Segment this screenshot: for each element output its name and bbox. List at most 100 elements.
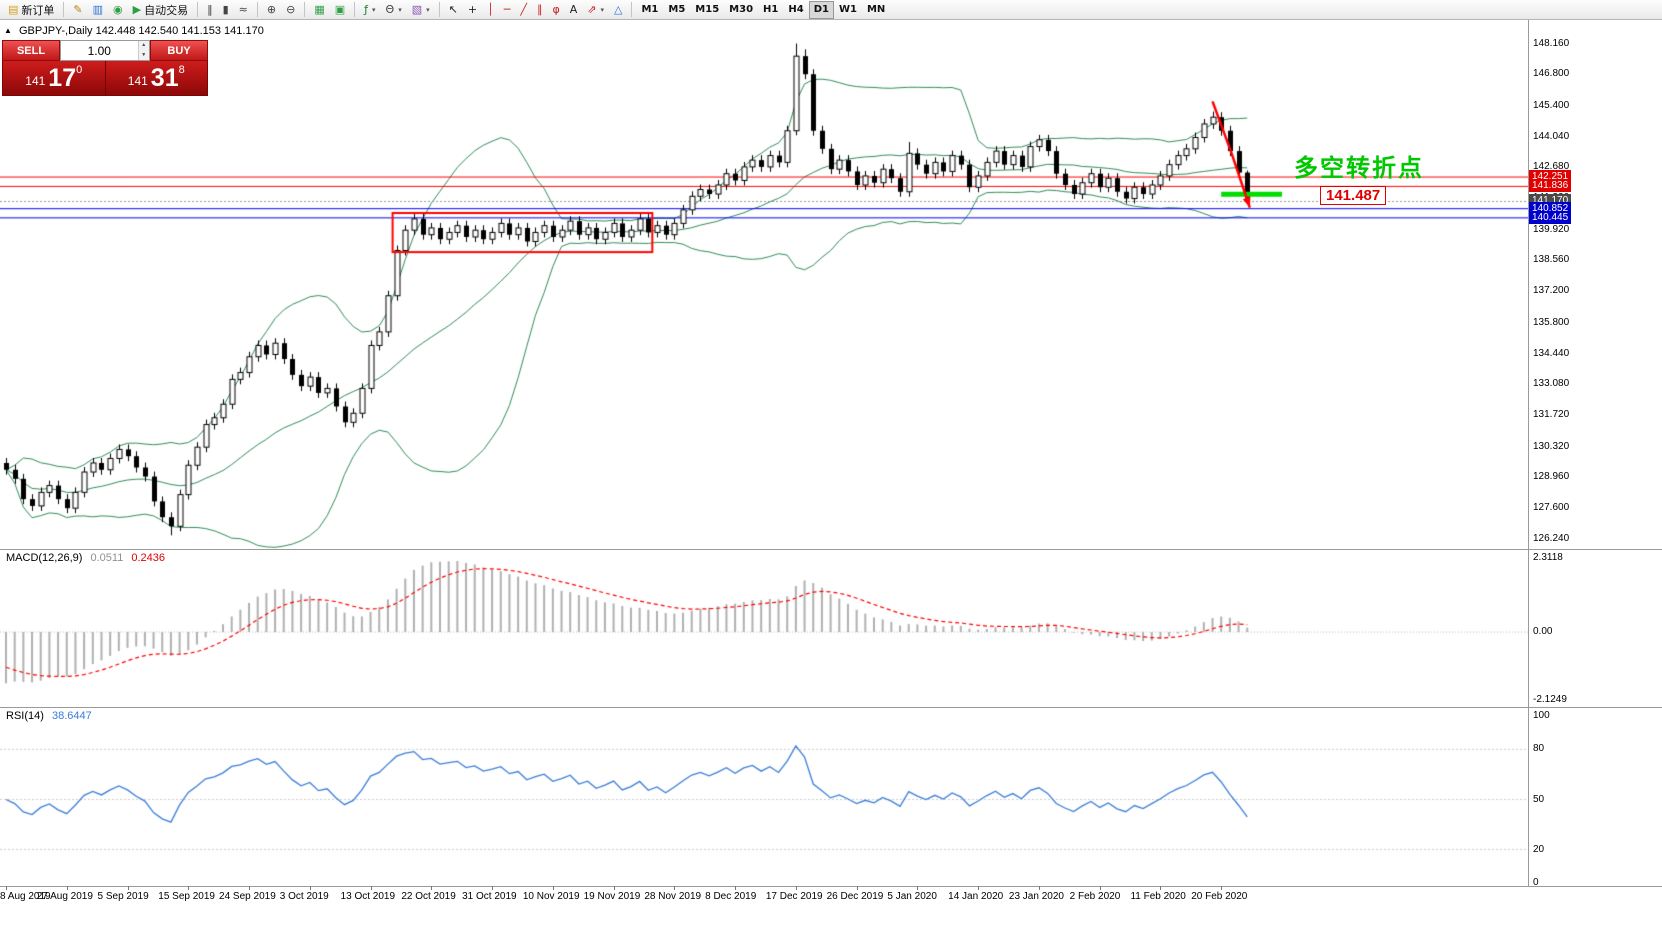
cursor-icon: ↖	[448, 3, 458, 16]
turning-point-annotation[interactable]: 多空转折点	[1294, 155, 1424, 182]
timeframe-d1-button[interactable]: D1	[808, 0, 834, 19]
buy-button[interactable]: BUY	[150, 40, 208, 61]
date-label: 14 Jan 2020	[948, 891, 1004, 902]
channel-button[interactable]: ∥	[532, 1, 548, 19]
arrange-windows-button[interactable]: ▣	[330, 1, 350, 19]
price-axis-border	[1528, 20, 1529, 886]
toolbar-separator	[197, 2, 199, 17]
templates-button[interactable]: ▧ ▾	[407, 1, 435, 19]
bar-chart-button[interactable]: ‖	[202, 1, 218, 19]
buy-price[interactable]: 141 31 8	[106, 61, 208, 95]
shapes-button[interactable]: △	[609, 1, 627, 19]
macd-axis-label: 2.3118	[1533, 551, 1563, 563]
timeframe-h4-button-label: H4	[788, 4, 804, 15]
line-chart-icon: ≈	[238, 3, 248, 16]
time-axis-tick	[674, 886, 675, 890]
date-label: 17 Dec 2019	[765, 891, 823, 902]
date-label: 3 Oct 2019	[279, 891, 329, 902]
cursor-button[interactable]: ↖	[444, 1, 463, 19]
line-chart-button[interactable]: ≈	[234, 1, 253, 19]
timeframe-m30-button-label: M30	[729, 4, 754, 15]
collapse-arrow-icon[interactable]: ▲	[4, 26, 12, 35]
crosshair-button[interactable]: +	[463, 1, 482, 19]
toolbar-separator	[304, 2, 306, 17]
time-axis-tick	[978, 886, 979, 890]
time-axis-tick	[249, 886, 250, 890]
time-axis-tick	[857, 886, 858, 890]
indicators-button[interactable]: ƒ ▾	[359, 1, 380, 19]
new-order-button[interactable]: ▤ 新订单	[3, 1, 59, 19]
price-axis-label: 128.960	[1533, 471, 1570, 483]
date-label: 31 Oct 2019	[462, 891, 517, 902]
fibonacci-button[interactable]: φ	[547, 1, 564, 19]
price-axis-label: 148.160	[1533, 37, 1570, 49]
rsi-axis-label: 50	[1533, 793, 1545, 805]
shapes-icon: △	[613, 3, 623, 16]
periods-button[interactable]: Θ ▾	[381, 1, 407, 19]
text-button[interactable]: A	[565, 1, 583, 19]
main-chart-canvas[interactable]	[0, 20, 1528, 550]
price-axis-label: 146.800	[1533, 68, 1570, 80]
timeframe-mn-button[interactable]: MN	[862, 1, 890, 19]
price-axis[interactable]: 148.160146.800145.400144.040142.680141.3…	[1528, 20, 1662, 888]
data-window-button[interactable]: ◉	[108, 1, 128, 19]
candlestick-chart-button[interactable]: ▮	[218, 1, 234, 19]
toolbar-separator	[63, 2, 65, 17]
arrange-windows-icon: ▣	[334, 3, 346, 16]
macd-name: MACD(12,26,9)	[6, 552, 83, 564]
price-callout-label[interactable]: 141.487	[1320, 186, 1387, 205]
date-label: 20 Feb 2020	[1191, 891, 1248, 902]
zoom-in-button[interactable]: ⊕	[262, 1, 281, 19]
toolbar: ▤ 新订单 ✎ ▥ ◉ ▶ 自动交易 ‖ ▮ ≈ ⊕ ⊖ ▦ ▣ ƒ ▾ Θ ▾ ▧ ▾ ↖ + │ ─ ╱ ∥ φ A ⇗ ▾ △ M1 M5…	[0, 0, 1662, 20]
volume-down-button[interactable]: ▼	[141, 51, 147, 58]
market-watch-button[interactable]: ▥	[88, 1, 108, 19]
time-axis-tick	[188, 886, 189, 890]
volume-up-button[interactable]: ▲	[141, 42, 147, 48]
time-axis-tick	[796, 886, 797, 890]
date-label: 26 Dec 2019	[826, 891, 884, 902]
date-label: 27 Aug 2019	[36, 891, 93, 902]
date-label: 15 Sep 2019	[158, 891, 215, 902]
volume-input[interactable]	[61, 41, 138, 60]
timeframe-w1-button[interactable]: W1	[834, 1, 862, 19]
date-label: 24 Sep 2019	[219, 891, 276, 902]
macd-panel-separator[interactable]	[0, 549, 1662, 550]
new-order-icon: ▤	[8, 3, 19, 16]
time-axis[interactable]: 8 Aug 2019 27 Aug 2019 5 Sep 2019 15 Sep 20…	[0, 886, 1528, 910]
horizontal-line-button[interactable]: ─	[499, 1, 516, 19]
tile-windows-button[interactable]: ▦	[309, 1, 329, 19]
zoom-in-icon: ⊕	[266, 3, 277, 16]
vertical-line-button[interactable]: │	[482, 1, 499, 19]
timeframe-m30-button[interactable]: M30	[724, 1, 758, 19]
date-label: 22 Oct 2019	[401, 891, 456, 902]
buy-price-sup: 8	[178, 64, 185, 76]
timeframe-m1-button[interactable]: M1	[636, 1, 663, 19]
price-axis-label: 138.560	[1533, 254, 1570, 266]
sell-price[interactable]: 141 17 0	[3, 61, 105, 95]
macd-axis-label: 0.00	[1533, 626, 1553, 638]
rsi-panel-canvas[interactable]	[0, 708, 1528, 886]
time-axis-tick	[128, 886, 129, 890]
sell-price-sup: 0	[76, 64, 83, 76]
tile-windows-icon: ▦	[314, 3, 325, 16]
rsi-panel-separator[interactable]	[0, 707, 1662, 708]
timeframe-m15-button[interactable]: M15	[690, 1, 724, 19]
trendline-button[interactable]: ╱	[515, 1, 532, 19]
timeframe-m5-button[interactable]: M5	[663, 1, 690, 19]
indicators-icon: ƒ	[364, 3, 369, 16]
dropdown-caret-icon: ▾	[426, 5, 430, 14]
timeframe-h1-button[interactable]: H1	[758, 1, 783, 19]
macd-panel-canvas[interactable]	[0, 550, 1528, 708]
price-tag: 141.836	[1529, 179, 1572, 193]
timeframe-h4-button[interactable]: H4	[783, 1, 808, 19]
date-label: 5 Sep 2019	[97, 891, 149, 902]
price-axis-label: 131.720	[1533, 409, 1570, 421]
buy-price-small: 141	[127, 74, 148, 88]
metaeditor-button[interactable]: ✎	[68, 1, 87, 19]
arrows-button[interactable]: ⇗ ▾	[582, 1, 609, 19]
autotrading-button[interactable]: ▶ 自动交易	[128, 1, 193, 19]
price-axis-label: 142.680	[1533, 161, 1570, 173]
sell-button[interactable]: SELL	[2, 40, 60, 61]
toolbar-separator	[631, 2, 633, 17]
zoom-out-button[interactable]: ⊖	[281, 1, 300, 19]
